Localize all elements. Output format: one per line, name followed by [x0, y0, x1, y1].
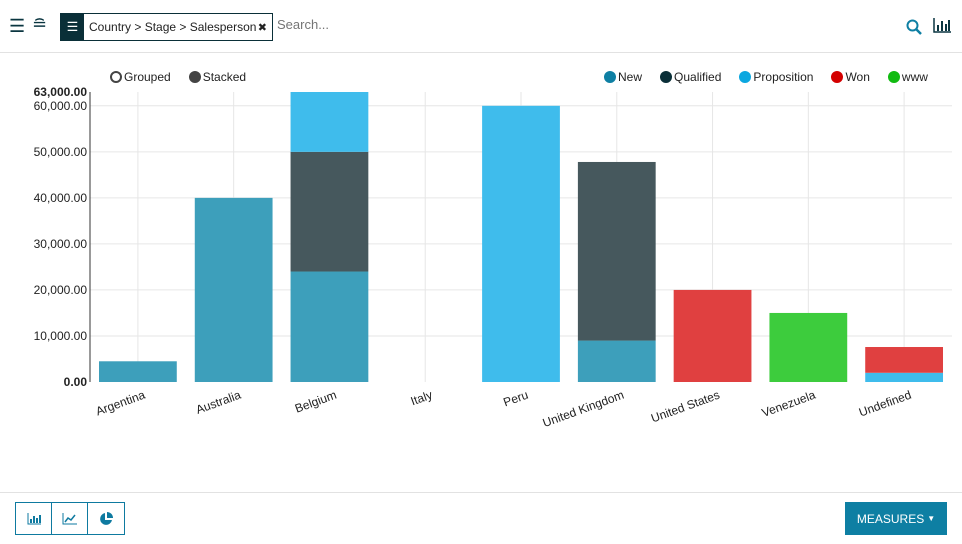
search-input[interactable]: [277, 17, 677, 32]
grouped-radio[interactable]: [110, 71, 122, 83]
measures-dropdown-button[interactable]: MEASURES ▼: [845, 502, 947, 535]
bar-chart-icon: [27, 512, 41, 524]
x-tick-label: Peru: [501, 388, 530, 410]
chart-type-switch: [15, 502, 125, 535]
x-tick-label: Australia: [194, 388, 243, 417]
series-legend: New Qualified Proposition Won www: [604, 70, 928, 84]
legend-label[interactable]: Proposition: [753, 70, 814, 84]
bar-proposition[interactable]: [482, 105, 560, 383]
stacked-label[interactable]: Stacked: [202, 70, 247, 84]
bar-chart-button[interactable]: [16, 503, 52, 534]
filter-toggle-icon[interactable]: ≘: [32, 14, 48, 34]
legend-swatch[interactable]: [604, 71, 616, 83]
stacked-radio[interactable]: [188, 71, 201, 83]
bar-won[interactable]: [673, 289, 752, 382]
legend-label[interactable]: www: [901, 70, 928, 84]
measures-label: MEASURES: [856, 511, 925, 526]
y-tick-label: 63,000.00: [34, 85, 88, 99]
y-tick-label: 20,000.00: [34, 283, 88, 297]
bar-new[interactable]: [99, 361, 177, 382]
remove-facet-icon[interactable]: ✖: [257, 21, 267, 34]
mode-switch: Grouped Stacked: [110, 70, 246, 84]
line-chart-button[interactable]: [52, 503, 88, 534]
legend-label[interactable]: Qualified: [674, 70, 722, 84]
facet-label: Country > Stage > Salesperson: [89, 20, 257, 34]
bar-qualified[interactable]: [290, 151, 369, 272]
x-tick-label: Argentina: [94, 388, 147, 419]
groupby-icon: ☰: [61, 14, 84, 40]
menu-icon[interactable]: ☰: [9, 16, 26, 36]
y-tick-label: 0.00: [64, 375, 88, 389]
control-panel: ☰ ≘ ☰ Country > Stage > Salesperson ✖: [0, 0, 962, 53]
x-tick-label: United Kingdom: [541, 388, 626, 430]
y-tick-label: 40,000.00: [34, 191, 88, 205]
x-tick-label: Venezuela: [760, 388, 818, 420]
legend-swatch[interactable]: [739, 71, 752, 83]
bar-proposition[interactable]: [290, 92, 369, 152]
bar-new[interactable]: [194, 197, 273, 382]
footer: MEASURES ▼: [0, 492, 962, 544]
bar-new[interactable]: [577, 340, 656, 382]
bar-won[interactable]: [865, 347, 943, 373]
search-icon[interactable]: [906, 19, 922, 35]
legend-swatch[interactable]: [831, 71, 844, 83]
line-chart-icon: [62, 512, 77, 524]
x-tick-label: Italy: [409, 388, 434, 409]
legend-swatch[interactable]: [660, 71, 673, 83]
bar-chart: 0.00 10,000.00 20,000.00 30,000.00 40,000.00…: [34, 85, 952, 430]
x-tick-label: Undefined: [857, 388, 913, 420]
x-tick-label: United States: [649, 388, 721, 426]
x-tick-label: Belgium: [293, 388, 339, 416]
pie-chart-icon: [100, 511, 113, 525]
bar-www[interactable]: [769, 312, 848, 382]
bar-chart-view-icon[interactable]: [933, 18, 951, 33]
y-tick-label: 50,000.00: [34, 145, 88, 159]
caret-down-icon: ▼: [927, 514, 936, 523]
bar-new[interactable]: [290, 271, 369, 382]
pie-chart-button[interactable]: [88, 503, 124, 534]
groupby-facet: ☰ Country > Stage > Salesperson ✖: [60, 13, 273, 41]
y-tick-label: 30,000.00: [34, 237, 88, 251]
y-tick-label: 60,000.00: [34, 99, 88, 113]
legend-label[interactable]: Won: [845, 70, 870, 84]
grouped-label[interactable]: Grouped: [124, 70, 171, 84]
legend-label[interactable]: New: [618, 70, 643, 84]
y-tick-label: 10,000.00: [34, 329, 88, 343]
bar-proposition[interactable]: [865, 372, 943, 382]
bar-qualified[interactable]: [577, 161, 656, 341]
legend-swatch[interactable]: [887, 71, 900, 83]
